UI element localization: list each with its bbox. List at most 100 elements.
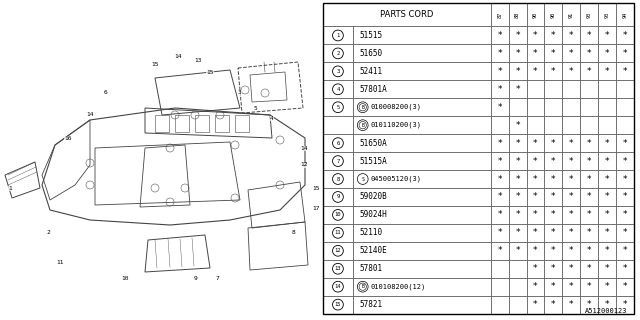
Bar bbox=[323, 278, 353, 296]
Bar bbox=[580, 242, 598, 260]
Bar bbox=[491, 170, 509, 188]
Text: 010110200(3): 010110200(3) bbox=[371, 122, 422, 128]
Bar bbox=[527, 116, 545, 134]
Bar bbox=[527, 3, 545, 27]
Bar bbox=[509, 188, 527, 206]
Text: *: * bbox=[533, 174, 538, 183]
Bar bbox=[491, 98, 509, 116]
Text: 7: 7 bbox=[216, 276, 220, 281]
Text: 59020B: 59020B bbox=[360, 192, 387, 202]
Bar bbox=[562, 170, 580, 188]
Bar bbox=[598, 260, 616, 278]
Bar bbox=[616, 44, 634, 62]
Bar bbox=[580, 260, 598, 278]
Text: 15: 15 bbox=[335, 302, 341, 307]
Text: 3: 3 bbox=[238, 90, 242, 94]
Text: *: * bbox=[623, 264, 627, 273]
Text: 4: 4 bbox=[270, 116, 274, 121]
Text: 8: 8 bbox=[291, 229, 295, 235]
Bar bbox=[616, 3, 634, 27]
Text: *: * bbox=[587, 211, 591, 220]
Bar bbox=[545, 188, 562, 206]
Text: 10: 10 bbox=[335, 212, 341, 217]
Bar bbox=[323, 242, 353, 260]
Text: 2: 2 bbox=[46, 229, 50, 235]
Text: *: * bbox=[623, 31, 627, 40]
Bar bbox=[323, 188, 353, 206]
Bar bbox=[580, 3, 598, 27]
Text: *: * bbox=[497, 31, 502, 40]
Text: *: * bbox=[623, 174, 627, 183]
Bar bbox=[616, 242, 634, 260]
Bar bbox=[323, 296, 353, 314]
Text: 51650A: 51650A bbox=[360, 139, 387, 148]
Bar bbox=[580, 188, 598, 206]
Text: *: * bbox=[605, 264, 609, 273]
Text: 12: 12 bbox=[300, 163, 307, 167]
Bar bbox=[545, 224, 562, 242]
Bar bbox=[353, 278, 491, 296]
Text: *: * bbox=[533, 264, 538, 273]
Bar bbox=[323, 98, 353, 116]
Text: *: * bbox=[605, 156, 609, 165]
Bar bbox=[598, 152, 616, 170]
Bar bbox=[562, 3, 580, 27]
Text: 11: 11 bbox=[335, 230, 341, 235]
Bar bbox=[353, 62, 491, 80]
Bar bbox=[491, 27, 509, 44]
Bar bbox=[562, 278, 580, 296]
Bar bbox=[545, 296, 562, 314]
Bar bbox=[616, 152, 634, 170]
Text: *: * bbox=[569, 282, 573, 291]
Text: 87: 87 bbox=[497, 12, 502, 18]
Text: 3: 3 bbox=[336, 69, 340, 74]
Bar bbox=[598, 44, 616, 62]
Text: *: * bbox=[605, 192, 609, 202]
Text: *: * bbox=[533, 156, 538, 165]
Text: *: * bbox=[587, 156, 591, 165]
Bar bbox=[491, 206, 509, 224]
Text: 13: 13 bbox=[195, 58, 202, 62]
Text: 52110: 52110 bbox=[360, 228, 383, 237]
Bar bbox=[353, 224, 491, 242]
Bar bbox=[509, 224, 527, 242]
Bar bbox=[616, 224, 634, 242]
Text: *: * bbox=[587, 139, 591, 148]
Text: 14: 14 bbox=[86, 113, 93, 117]
Bar bbox=[353, 152, 491, 170]
Bar bbox=[545, 80, 562, 98]
Text: 93: 93 bbox=[604, 12, 609, 18]
Bar bbox=[562, 80, 580, 98]
Bar bbox=[598, 296, 616, 314]
Text: 88: 88 bbox=[515, 12, 520, 18]
Text: B: B bbox=[362, 123, 364, 128]
Bar bbox=[527, 62, 545, 80]
Bar bbox=[491, 44, 509, 62]
Bar bbox=[545, 116, 562, 134]
Text: 15: 15 bbox=[206, 69, 214, 75]
Bar bbox=[545, 98, 562, 116]
Bar bbox=[580, 296, 598, 314]
Bar bbox=[545, 27, 562, 44]
Text: 1: 1 bbox=[336, 33, 340, 38]
Bar bbox=[562, 152, 580, 170]
Bar bbox=[527, 278, 545, 296]
Text: 51515: 51515 bbox=[360, 31, 383, 40]
Bar bbox=[562, 296, 580, 314]
Text: *: * bbox=[497, 49, 502, 58]
Text: 010108200(12): 010108200(12) bbox=[371, 284, 426, 290]
Bar bbox=[616, 260, 634, 278]
Bar bbox=[580, 116, 598, 134]
Text: *: * bbox=[551, 228, 556, 237]
Bar bbox=[509, 152, 527, 170]
Text: 90: 90 bbox=[533, 12, 538, 18]
Text: *: * bbox=[515, 156, 520, 165]
Bar bbox=[527, 170, 545, 188]
Bar bbox=[545, 260, 562, 278]
Bar bbox=[509, 242, 527, 260]
Text: *: * bbox=[569, 139, 573, 148]
Bar bbox=[545, 62, 562, 80]
Text: *: * bbox=[515, 85, 520, 94]
Bar bbox=[545, 134, 562, 152]
Text: *: * bbox=[551, 49, 556, 58]
